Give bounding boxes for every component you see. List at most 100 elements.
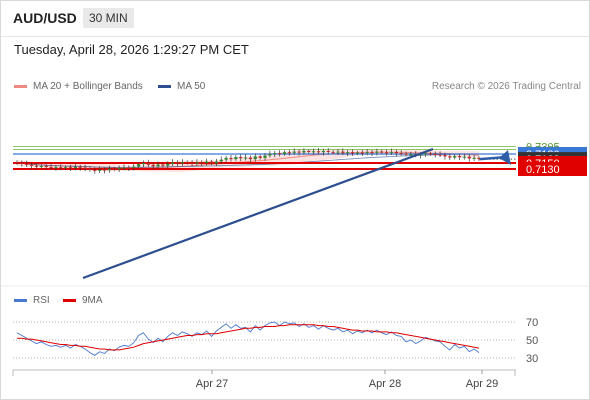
candle-body [205,161,209,163]
candle-body [297,151,301,153]
candle-body [312,151,316,153]
candle-body [258,156,262,158]
rsi-ma9-swatch [63,298,76,302]
candle-body [287,152,291,154]
candle-body [253,156,257,160]
candle-body [209,161,214,164]
rsi-ma9-line [17,324,480,351]
candle-body [409,154,413,156]
rsi-tick-70: 70 [526,317,538,329]
candle-body [78,166,82,168]
candle-body [219,159,223,162]
candle-body [438,154,442,156]
candle-body [180,162,184,164]
candle-body [248,157,253,160]
candle-body [428,153,432,155]
candle-body [83,167,87,169]
ma50-swatch [158,84,171,88]
candle-body [443,154,447,157]
candle-body [273,153,277,155]
candle-body [195,162,199,164]
candle-body [54,167,58,169]
candle-body [229,157,233,160]
candle-body [448,156,452,158]
candle-body [132,166,136,168]
ma20-label: MA 20 + Bollinger Bands [33,81,143,92]
candle-body [399,153,403,155]
candle-body [15,162,19,164]
legend-rsi: RSI [14,295,50,306]
candle-body [25,163,29,165]
candle-body [44,166,48,167]
candle-body [102,169,107,171]
candle-body [39,166,43,167]
candle-body [341,151,345,153]
candle-body [365,152,369,154]
candle-body [423,153,428,155]
copyright-label: Research © 2026 Trading Central [431,81,581,92]
level-tag-0.7130 [518,162,587,176]
candle-body [467,156,471,159]
candle-body [385,152,389,154]
candle-body [239,157,243,159]
candle-body [190,162,194,164]
candle-body [141,163,146,165]
candle-body [151,164,155,167]
candle-body [34,165,39,167]
candle-body [214,161,218,164]
candle-body [49,166,53,168]
legend-ma50: MA 50 [158,81,205,92]
candle-body [20,163,24,164]
datetime-label: Tuesday, April 28, 2026 1:29:27 PM CET [14,42,249,57]
candle-body [307,151,311,152]
candle-body [282,152,287,154]
candle-body [224,157,228,160]
candle-body [375,151,379,153]
candle-body [68,167,73,169]
candle-body [350,152,355,154]
chart-header: AUD/USD 30 MIN [1,1,589,37]
candle-body [278,153,282,155]
candle-body [380,151,384,153]
candle-body [136,164,141,167]
candle-body [462,156,467,158]
symbol-label: AUD/USD [13,10,77,26]
ma20-swatch [14,84,27,88]
candle-body [185,162,189,164]
timeframe-badge[interactable]: 30 MIN [83,8,134,28]
x-tick-label: Apr 27 [196,378,228,390]
candle-body [112,168,116,170]
candle-body [156,164,160,167]
candle-body [263,155,267,158]
candle-body [29,164,34,166]
trend-line [82,147,434,280]
candle-body [472,157,476,159]
legend-rsi-ma9: 9MA [63,295,103,306]
candle-body [316,151,321,153]
candle-body [234,157,238,160]
rsi-swatch [14,298,27,302]
ma50-line [16,153,479,168]
candle-body [360,152,364,154]
candle-body [73,166,77,169]
candle-body [292,151,296,153]
candle-body [161,164,165,166]
candle-body [389,151,394,153]
candle-body [268,154,272,156]
candle-body [404,153,408,155]
candle-body [127,167,131,169]
candle-body [433,154,437,155]
rsi-line [16,321,480,356]
candle-body [200,162,204,164]
candle-body [59,167,63,169]
header-divider [1,36,589,37]
candle-body [326,151,330,152]
level-label-0.7130: 0.7130 [526,164,560,176]
candle-body [302,151,306,153]
candle-body [419,154,423,156]
candle-body [166,163,170,166]
candle-body [122,167,126,169]
candle-body [394,151,398,154]
